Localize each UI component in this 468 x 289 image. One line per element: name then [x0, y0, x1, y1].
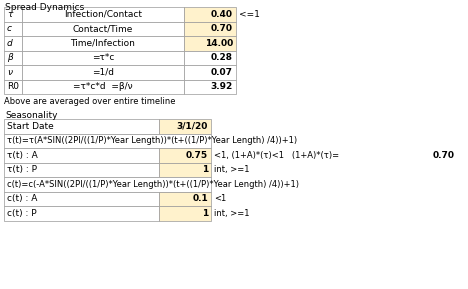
Bar [4, 134, 211, 148]
Text: Seasonality: Seasonality [5, 111, 58, 120]
Text: =τ*c*d  =β/ν: =τ*c*d =β/ν [73, 82, 133, 91]
Text: 14.00: 14.00 [205, 39, 233, 48]
Text: β: β [7, 53, 13, 62]
Text: 1: 1 [202, 165, 208, 174]
Bar [22, 7, 184, 21]
Text: Contact/Time: Contact/Time [73, 24, 133, 33]
Text: c(t) : P: c(t) : P [7, 209, 37, 218]
Bar [184, 21, 236, 36]
Bar [22, 79, 184, 94]
Text: <1: <1 [214, 194, 226, 203]
Bar [184, 36, 236, 51]
Bar [4, 119, 159, 134]
Text: 1: 1 [202, 209, 208, 218]
Bar [22, 51, 184, 65]
Text: int, >=1: int, >=1 [214, 209, 249, 218]
Bar [159, 148, 211, 162]
Bar [4, 162, 159, 177]
Bar [159, 162, 211, 177]
Bar [22, 65, 184, 79]
Text: τ(t) : A: τ(t) : A [7, 151, 38, 160]
Bar [184, 79, 236, 94]
Bar [22, 21, 184, 36]
Text: ν: ν [7, 68, 12, 77]
Text: τ(t)=τ(A*SIN((2PI/((1/P)*Year Length))*(t+((1/P)*Year Length) /4))+1): τ(t)=τ(A*SIN((2PI/((1/P)*Year Length))*(… [7, 136, 297, 145]
Bar [4, 192, 159, 206]
Text: Infection/Contact: Infection/Contact [64, 10, 142, 19]
Text: c(t)=c(-A*SIN((2PI/((1/P)*Year Length))*(t+((1/P)*Year Length) /4))+1): c(t)=c(-A*SIN((2PI/((1/P)*Year Length))*… [7, 180, 299, 189]
Bar [4, 148, 159, 162]
Bar [4, 65, 22, 79]
Bar [4, 206, 159, 221]
Text: 3/1/20: 3/1/20 [176, 122, 208, 131]
Bar [184, 51, 236, 65]
Text: 0.28: 0.28 [211, 53, 233, 62]
Text: R0: R0 [7, 82, 19, 91]
Text: 0.75: 0.75 [186, 151, 208, 160]
Text: <1, (1+A)*(τ)<1   (1+A)*(τ)=: <1, (1+A)*(τ)<1 (1+A)*(τ)= [214, 151, 339, 160]
Text: Start Date: Start Date [7, 122, 54, 131]
Text: 0.40: 0.40 [211, 10, 233, 19]
Bar [4, 36, 22, 51]
Text: Spread Dynamics: Spread Dynamics [5, 3, 84, 12]
Bar [159, 206, 211, 221]
Text: 0.07: 0.07 [211, 68, 233, 77]
Text: int, >=1: int, >=1 [214, 165, 249, 174]
Bar [22, 36, 184, 51]
Text: 0.1: 0.1 [192, 194, 208, 203]
Text: =τ*c: =τ*c [92, 53, 114, 62]
Bar [4, 21, 22, 36]
Text: Time/Infection: Time/Infection [71, 39, 135, 48]
Bar [184, 65, 236, 79]
Bar [4, 177, 211, 192]
Bar [184, 7, 236, 21]
Text: 0.70: 0.70 [211, 24, 233, 33]
Text: c(t) : A: c(t) : A [7, 194, 37, 203]
Text: Above are averaged over entire timeline: Above are averaged over entire timeline [4, 97, 175, 106]
Text: d: d [7, 39, 13, 48]
Bar [4, 51, 22, 65]
Bar [4, 79, 22, 94]
Text: <=1: <=1 [239, 10, 260, 19]
Bar [4, 7, 22, 21]
Text: =1/d: =1/d [92, 68, 114, 77]
Text: 0.70: 0.70 [433, 151, 455, 160]
Text: c: c [7, 24, 12, 33]
Text: τ: τ [7, 10, 12, 19]
Text: 3.92: 3.92 [211, 82, 233, 91]
Text: τ(t) : P: τ(t) : P [7, 165, 37, 174]
Bar [159, 119, 211, 134]
Bar [159, 192, 211, 206]
